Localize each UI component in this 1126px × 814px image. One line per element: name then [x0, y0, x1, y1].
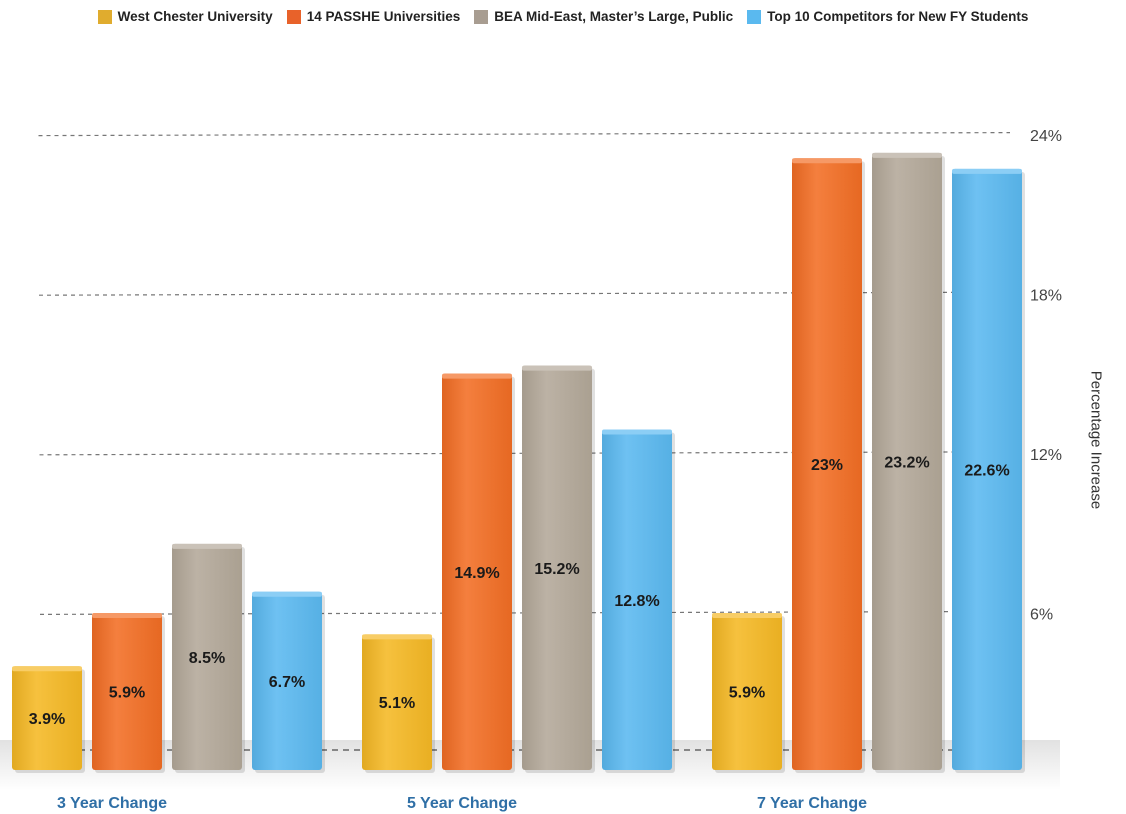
legend-label: BEA Mid-East, Master’s Large, Public	[494, 9, 734, 24]
bar-top	[12, 666, 82, 672]
data-label: 22.6%	[964, 462, 1009, 479]
data-label: 5.1%	[379, 695, 415, 712]
category-label: 5 Year Change	[407, 795, 517, 812]
legend-label: West Chester University	[117, 9, 273, 24]
category-label: 7 Year Change	[757, 795, 867, 812]
bar	[712, 613, 782, 770]
bar-top	[792, 158, 862, 164]
y-tick-label: 24%	[1030, 128, 1062, 145]
bar	[792, 158, 862, 770]
bar	[442, 373, 512, 770]
legend-swatch	[286, 9, 301, 24]
bar	[362, 634, 432, 770]
data-label: 23%	[811, 457, 843, 474]
y-tick-label: 18%	[1030, 287, 1062, 304]
bar-top	[522, 365, 592, 371]
bar-top	[712, 613, 782, 619]
bar-top	[172, 543, 242, 549]
bar	[952, 168, 1022, 771]
bar-top	[252, 591, 322, 597]
legend-label: 14 PASSHE Universities	[306, 9, 461, 24]
bar	[12, 666, 82, 770]
bar-top	[442, 373, 512, 379]
legend-label: Top 10 Competitors for New FY Students	[767, 9, 1029, 24]
category-label: 3 Year Change	[57, 795, 167, 812]
legend: West Chester University 14 PASSHE Univer…	[0, 9, 1126, 24]
bar	[872, 152, 942, 770]
bar	[522, 365, 592, 770]
legend-swatch	[97, 9, 112, 24]
y-tick-label: 12%	[1030, 447, 1062, 464]
data-label: 12.8%	[614, 593, 659, 610]
data-label: 14.9%	[454, 565, 499, 582]
data-label: 15.2%	[534, 561, 579, 578]
bar	[252, 591, 322, 770]
data-label: 5.9%	[729, 685, 765, 702]
legend-swatch	[747, 9, 762, 24]
y-tick-label: 6%	[1030, 607, 1053, 624]
data-label: 3.9%	[29, 711, 65, 728]
data-label: 5.9%	[109, 685, 145, 702]
legend-item-passhe: 14 PASSHE Universities	[286, 9, 461, 24]
data-label: 23.2%	[884, 454, 929, 471]
y-axis-label: Percentage Increase	[1087, 370, 1105, 510]
legend-swatch	[474, 9, 489, 24]
legend-item-west-chester: West Chester University	[97, 9, 273, 24]
bar-top	[602, 429, 672, 435]
data-label: 8.5%	[189, 650, 225, 667]
bar-top	[872, 152, 942, 158]
bar	[92, 613, 162, 770]
legend-item-top10: Top 10 Competitors for New FY Students	[747, 9, 1028, 24]
legend-item-bea: BEA Mid-East, Master’s Large, Public	[474, 9, 733, 24]
bar	[172, 543, 242, 770]
data-label: 6.7%	[269, 674, 305, 691]
gridline	[38, 132, 1011, 137]
bar-top	[362, 634, 432, 640]
bar-top	[952, 168, 1022, 174]
bar	[602, 429, 672, 770]
bar-top	[92, 613, 162, 619]
